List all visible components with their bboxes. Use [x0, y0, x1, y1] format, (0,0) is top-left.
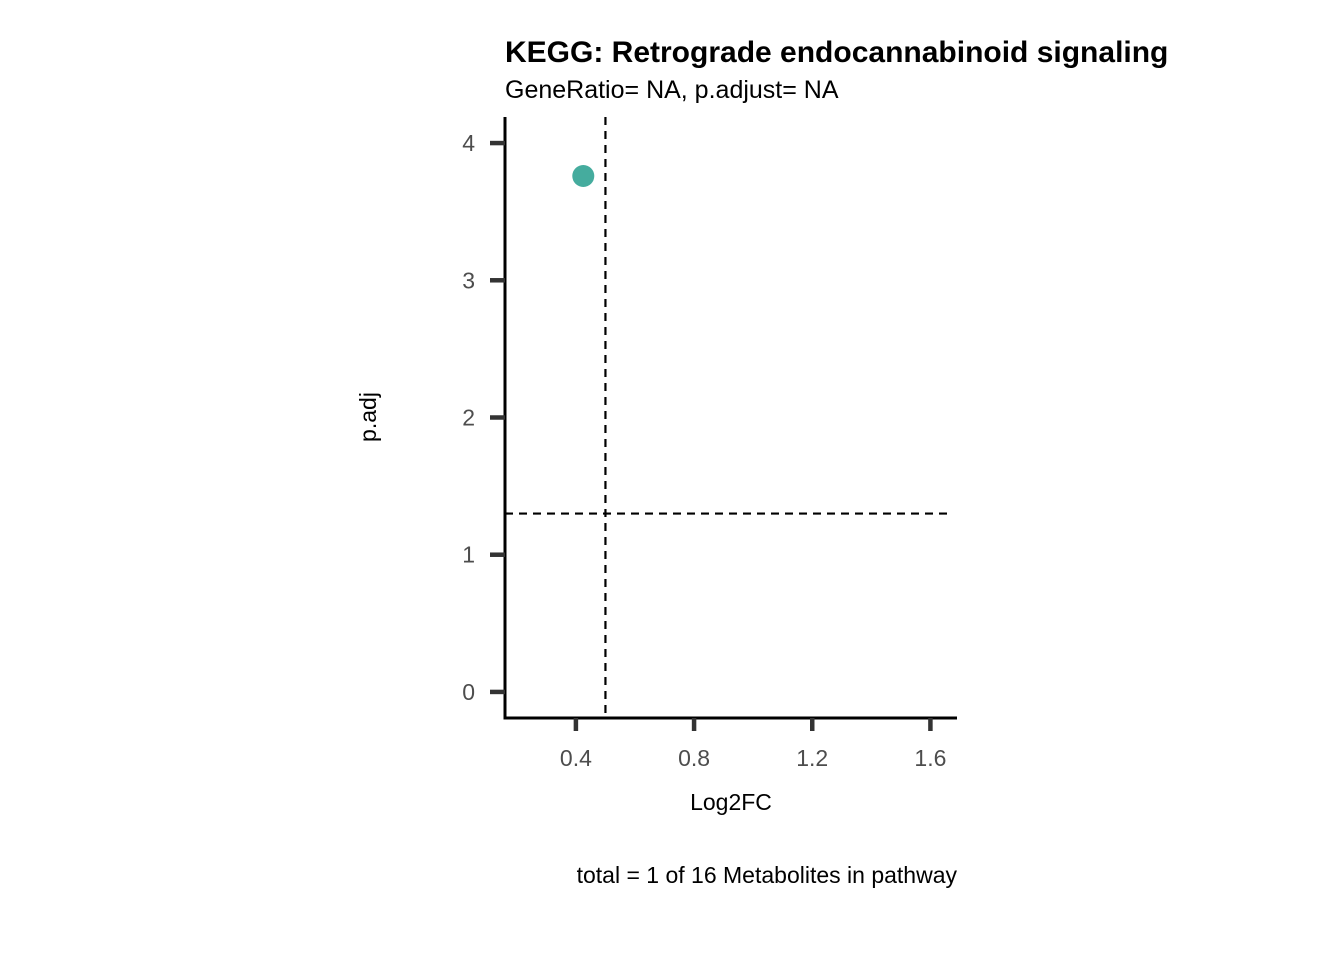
y-tick-label-1: 1	[462, 542, 475, 568]
x-tick-label-1: 0.8	[678, 745, 710, 771]
chart-caption: total = 1 of 16 Metabolites in pathway	[577, 862, 958, 888]
y-tick-label-3: 3	[462, 267, 475, 293]
x-axis-label: Log2FC	[690, 789, 772, 815]
chart-title: KEGG: Retrograde endocannabinoid signali…	[505, 36, 1168, 69]
y-axis-label: p.adj	[355, 392, 381, 442]
x-axis-ticks: 0.4 0.8 1.2 1.6	[560, 718, 946, 771]
data-points	[572, 165, 595, 188]
axes	[503, 117, 957, 720]
reference-lines	[505, 117, 950, 718]
y-tick-label-4: 4	[462, 130, 475, 156]
x-tick-label-3: 1.6	[914, 745, 946, 771]
x-tick-label-2: 1.2	[796, 745, 828, 771]
data-point-0	[572, 165, 595, 188]
y-tick-label-2: 2	[462, 405, 475, 431]
x-tick-label-0: 0.4	[560, 745, 592, 771]
chart-subtitle: GeneRatio= NA, p.adjust= NA	[505, 76, 839, 104]
y-tick-label-0: 0	[462, 679, 475, 705]
y-axis-ticks: 0 1 2 3 4	[462, 130, 505, 705]
